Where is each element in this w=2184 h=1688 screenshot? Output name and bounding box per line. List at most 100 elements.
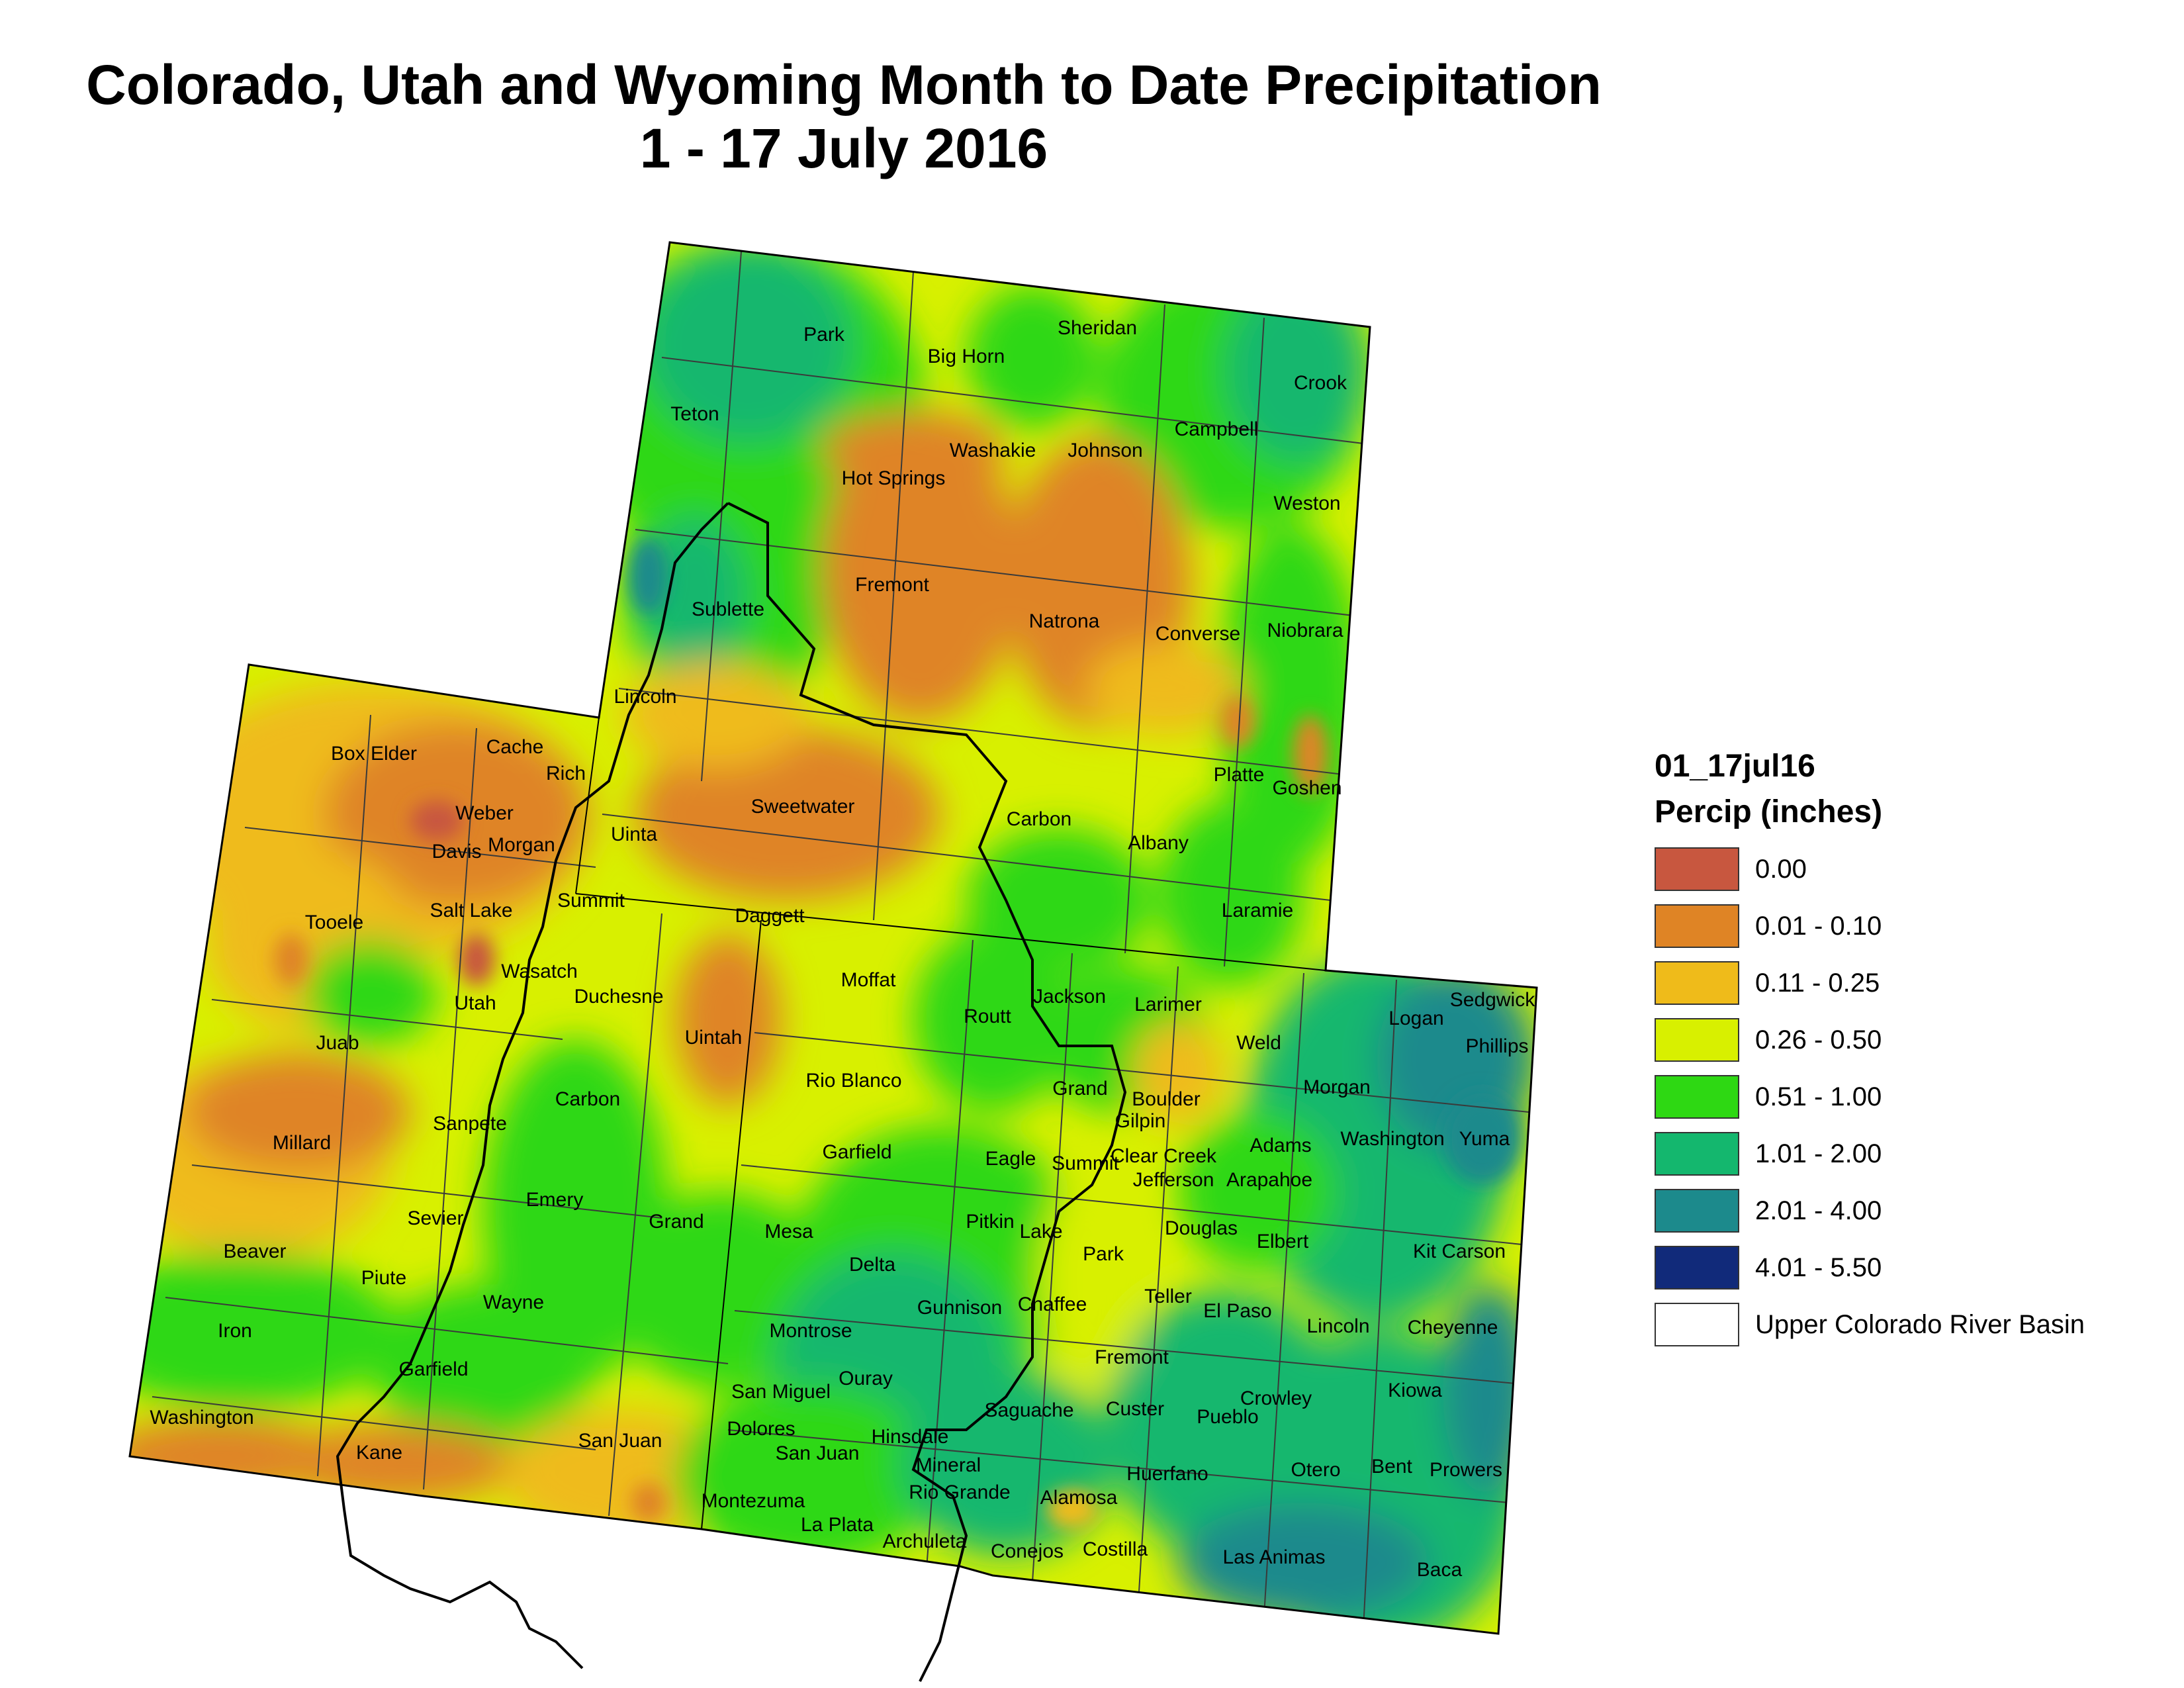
county-label: Park (803, 324, 845, 346)
legend-swatch (1655, 1132, 1739, 1176)
county-label: Mineral (916, 1454, 981, 1476)
county-label: Otero (1291, 1459, 1340, 1481)
county-label: Wasatch (501, 961, 578, 982)
county-label: Moffat (841, 969, 896, 991)
county-label: Gunnison (917, 1297, 1002, 1319)
county-label: Lincoln (1306, 1315, 1369, 1337)
county-label: San Juan (776, 1442, 860, 1464)
county-label: Prowers (1430, 1459, 1502, 1481)
county-label: Goshen (1272, 777, 1342, 799)
county-label: Archuleta (883, 1530, 967, 1552)
legend-swatch (1655, 1075, 1739, 1119)
legend-class-row: 4.01 - 5.50 (1655, 1239, 2158, 1296)
county-label: Iron (218, 1320, 252, 1342)
county-label: Clear Creek (1111, 1145, 1217, 1167)
legend-class-label: 0.26 - 0.50 (1755, 1025, 1882, 1055)
county-label: Mesa (764, 1221, 813, 1243)
county-label: Platte (1214, 764, 1265, 786)
county-label: Cheyenne (1408, 1317, 1498, 1338)
county-label: Crowley (1240, 1387, 1312, 1409)
county-label: Fremont (1095, 1346, 1169, 1368)
county-label: Routt (964, 1006, 1011, 1027)
title-line-1: Colorado, Utah and Wyoming Month to Date… (86, 54, 1602, 116)
county-label: Juab (316, 1032, 359, 1054)
county-label: Baca (1417, 1559, 1463, 1581)
county-label: Alamosa (1040, 1487, 1118, 1509)
county-label: La Plata (801, 1514, 874, 1536)
county-label: Delta (849, 1254, 895, 1276)
county-label: Hot Springs (842, 467, 946, 489)
county-label: Sublette (692, 598, 764, 620)
county-label: Box Elder (331, 743, 417, 765)
county-label: Fremont (855, 574, 929, 596)
county-label: Pitkin (966, 1211, 1014, 1233)
county-label: Carbon (555, 1088, 620, 1110)
county-label: Weber (455, 802, 514, 824)
county-label: Washington (1340, 1128, 1444, 1150)
legend-class-row: 1.01 - 2.00 (1655, 1125, 2158, 1182)
legend-class-label: 2.01 - 4.00 (1755, 1196, 1882, 1225)
county-label: Sanpete (433, 1113, 507, 1135)
county-label: Phillips (1465, 1035, 1528, 1057)
legend-class-row: 0.01 - 0.10 (1655, 898, 2158, 955)
county-label: Millard (273, 1132, 331, 1154)
county-label: San Miguel (731, 1381, 831, 1403)
county-label: Teller (1144, 1286, 1192, 1307)
county-label: Sevier (407, 1207, 463, 1229)
county-label: Larimer (1134, 994, 1202, 1015)
county-label: Niobrara (1267, 620, 1343, 641)
legend-class-label: 0.51 - 1.00 (1755, 1082, 1882, 1111)
utah-wyoming-border (575, 717, 600, 894)
county-label: Sedgwick (1450, 989, 1535, 1011)
county-label: Rio Blanco (805, 1070, 901, 1092)
county-label: Adams (1250, 1135, 1311, 1156)
county-label: Big Horn (928, 346, 1005, 367)
county-label: Uinta (611, 823, 657, 845)
legend-swatch (1655, 847, 1739, 891)
county-label: Converse (1156, 623, 1240, 645)
legend: 01_17jul16 Percip (inches) 0.00 0.01 - 0.… (1655, 748, 2158, 1353)
legend-basin-row: Upper Colorado River Basin (1655, 1296, 2158, 1353)
legend-class-label: 1.01 - 2.00 (1755, 1139, 1882, 1168)
county-label: Morgan (1303, 1076, 1371, 1098)
county-label: Johnson (1068, 440, 1142, 461)
legend-class-label: 0.11 - 0.25 (1755, 968, 1880, 998)
county-label: Laramie (1222, 900, 1293, 921)
county-label: Emery (526, 1189, 584, 1211)
county-label: Douglas (1165, 1217, 1238, 1239)
county-label: Tooele (305, 912, 363, 933)
legend-class-row: 0.51 - 1.00 (1655, 1068, 2158, 1125)
legend-class-row: 0.00 (1655, 841, 2158, 898)
county-label: Kane (356, 1442, 402, 1464)
county-label: Garfield (398, 1358, 468, 1380)
county-label: Elbert (1257, 1231, 1309, 1252)
legend-swatch (1655, 1189, 1739, 1233)
county-label: El Paso (1203, 1300, 1271, 1322)
legend-swatch (1655, 961, 1739, 1005)
county-label: Gilpin (1115, 1110, 1166, 1132)
legend-class-label: 0.01 - 0.10 (1755, 911, 1882, 941)
county-label: Washakie (950, 440, 1036, 461)
county-label: Logan (1388, 1008, 1443, 1029)
county-label: Las Animas (1222, 1546, 1325, 1568)
legend-unit-label: Percip (inches) (1655, 794, 1883, 829)
county-label: Cache (486, 736, 544, 758)
county-label: Montezuma (702, 1490, 805, 1512)
county-label: Dolores (727, 1418, 795, 1440)
county-label: Ouray (839, 1368, 893, 1389)
county-label: Rich (546, 763, 586, 784)
county-label: Jackson (1033, 986, 1106, 1008)
county-label: Bent (1371, 1456, 1412, 1477)
legend-swatch (1655, 904, 1739, 948)
county-label: Jefferson (1133, 1169, 1214, 1191)
county-label: Lake (1019, 1221, 1062, 1243)
map-title: Colorado, Utah and Wyoming Month to Date… (0, 53, 1688, 180)
legend-swatch (1655, 1018, 1739, 1062)
upper-colorado-river-basin-outline (336, 502, 1127, 1682)
county-label: San Juan (578, 1430, 662, 1452)
legend-class-label: 0.00 (1755, 854, 1807, 884)
county-label: Eagle (985, 1148, 1036, 1170)
county-label: Summit (557, 890, 625, 912)
county-label: Grand (1052, 1078, 1107, 1100)
